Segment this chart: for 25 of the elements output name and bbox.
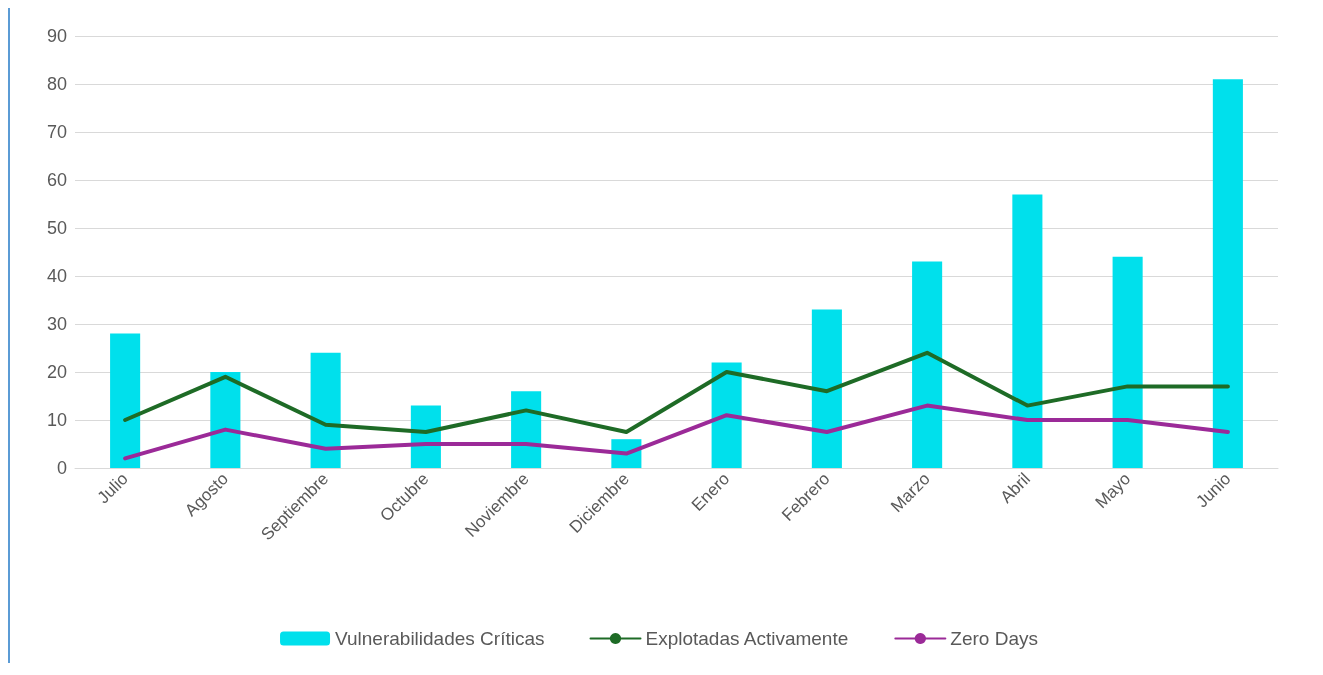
- line-series: [123, 350, 1230, 434]
- bar: [811, 309, 842, 468]
- x-tick-label: Julio: [93, 469, 132, 508]
- legend-label: Explotadas Activamente: [645, 628, 849, 649]
- bar: [110, 333, 141, 468]
- y-tick-label: 80: [46, 74, 67, 94]
- y-tick-label: 30: [46, 314, 67, 334]
- legend-label: Zero Days: [950, 628, 1038, 649]
- y-tick-label: 10: [46, 410, 67, 430]
- bar: [310, 352, 341, 468]
- legend-label: Vulnerabilidades Críticas: [335, 628, 545, 649]
- bar: [711, 362, 742, 468]
- bar: [1212, 79, 1243, 468]
- line-series: [123, 403, 1230, 461]
- y-tick-label: 60: [46, 170, 67, 190]
- bar: [1112, 256, 1143, 468]
- y-tick-label: 70: [46, 122, 67, 142]
- bar: [210, 372, 241, 468]
- y-tick-label: 0: [56, 458, 67, 478]
- bar: [1012, 194, 1043, 468]
- bar: [912, 261, 943, 468]
- y-tick-label: 50: [46, 218, 67, 238]
- y-tick-label: 20: [46, 362, 67, 382]
- y-tick-label: 40: [46, 266, 67, 286]
- y-tick-label: 90: [46, 26, 67, 46]
